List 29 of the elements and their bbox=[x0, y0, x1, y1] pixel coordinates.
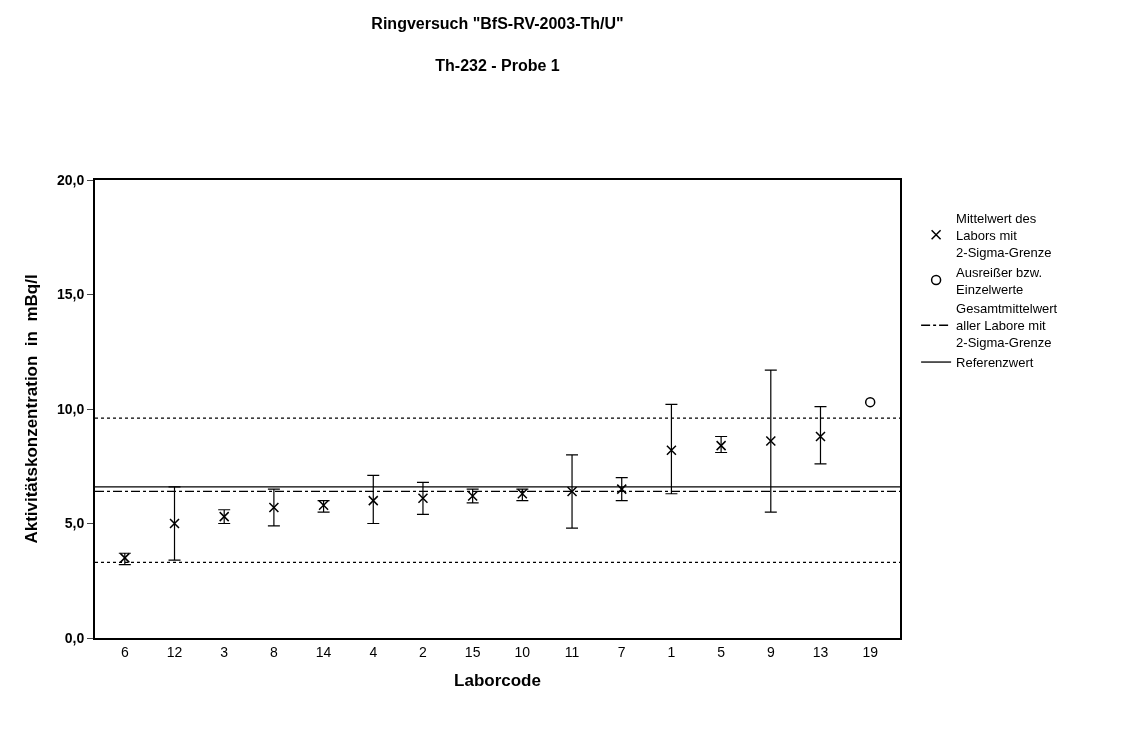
x-tick-label: 19 bbox=[862, 643, 879, 660]
x-tick-label: 7 bbox=[617, 643, 626, 660]
y-tick-label: 10,0 bbox=[56, 400, 85, 417]
x-tick-label: 4 bbox=[369, 643, 378, 660]
x-tick-label: 14 bbox=[315, 643, 332, 660]
y-tick-label: 0,0 bbox=[64, 629, 85, 646]
y-tick-label: 20,0 bbox=[56, 171, 85, 188]
x-tick-label: 8 bbox=[269, 643, 278, 660]
x-axis-title: Laborcode bbox=[454, 670, 541, 690]
legend-label: Referenzwert bbox=[956, 355, 1034, 371]
chart-subtitle: Th-232 - Probe 1 bbox=[435, 56, 560, 74]
legend-label: Mittelwert des Labors mit 2-Sigma-Grenze bbox=[956, 210, 1052, 260]
x-tick-label: 3 bbox=[220, 643, 229, 660]
legend-label: Gesamtmittelwert aller Labore mit 2-Sigma-Grenze bbox=[956, 301, 1058, 351]
x-tick-label: 12 bbox=[166, 643, 183, 660]
x-tick-label: 6 bbox=[120, 643, 129, 660]
y-tick-label: 5,0 bbox=[64, 515, 85, 532]
x-tick-label: 15 bbox=[464, 643, 481, 660]
x-tick-label: 5 bbox=[717, 643, 726, 660]
x-tick-label: 11 bbox=[564, 643, 580, 660]
y-axis-title: Aktivitätskonzentration in mBq/l bbox=[22, 274, 41, 544]
x-tick-label: 10 bbox=[514, 643, 531, 660]
y-tick-label: 15,0 bbox=[56, 286, 85, 303]
legend-label: Ausreißer bzw. Einzelwerte bbox=[956, 264, 1043, 297]
x-tick-label: 2 bbox=[419, 643, 428, 660]
x-tick-label: 13 bbox=[812, 643, 829, 660]
x-tick-label: 9 bbox=[766, 643, 775, 660]
chart-title: Ringversuch "BfS-RV-2003-Th/U" bbox=[371, 15, 624, 33]
x-tick-label: 1 bbox=[667, 643, 676, 660]
